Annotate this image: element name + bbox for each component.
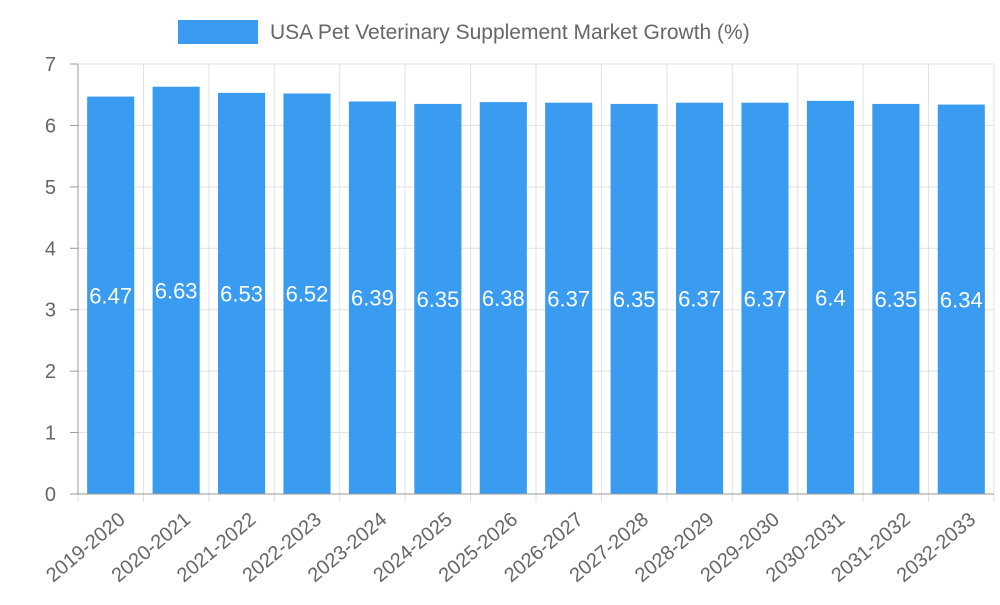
bar[interactable] <box>152 86 200 494</box>
bar[interactable] <box>348 101 396 494</box>
bar[interactable] <box>610 103 658 494</box>
bar[interactable] <box>937 104 985 495</box>
bar[interactable] <box>545 102 593 494</box>
bar-value-label: 6.39 <box>351 286 394 311</box>
bar-value-label: 6.63 <box>155 278 198 303</box>
bar-value-label: 6.34 <box>940 287 983 312</box>
legend-swatch[interactable] <box>178 20 258 44</box>
bar[interactable] <box>479 102 527 494</box>
y-tick-label: 0 <box>45 484 56 506</box>
bar-value-label: 6.35 <box>416 287 459 312</box>
bar[interactable] <box>87 96 135 495</box>
bar-value-label: 6.37 <box>678 286 721 311</box>
y-tick-label: 7 <box>45 54 56 76</box>
y-tick-label: 2 <box>45 361 56 383</box>
bar-value-label: 6.37 <box>744 286 787 311</box>
bar-value-label: 6.52 <box>286 282 329 307</box>
legend-label[interactable]: USA Pet Veterinary Supplement Market Gro… <box>270 21 750 44</box>
bar-value-label: 6.37 <box>547 286 590 311</box>
bar[interactable] <box>414 103 462 494</box>
bar-value-label: 6.4 <box>815 285 846 310</box>
bar-value-label: 6.35 <box>613 287 656 312</box>
bar[interactable] <box>283 93 331 494</box>
bar-value-label: 6.35 <box>874 287 917 312</box>
bar-value-label: 6.38 <box>482 286 525 311</box>
bars <box>87 86 985 495</box>
bar[interactable] <box>218 92 266 494</box>
data-labels: 6.47 6.63 6.53 6.52 6.39 6.35 6.38 6.37 6.35 6.37… <box>89 278 982 312</box>
gridlines <box>77 63 995 502</box>
y-tick-label: 1 <box>45 423 56 445</box>
legend[interactable]: USA Pet Veterinary Supplement Market Gro… <box>178 20 750 44</box>
bar-value-label: 6.47 <box>89 283 132 308</box>
bar[interactable] <box>741 102 789 494</box>
bar[interactable] <box>676 102 724 494</box>
y-tick-label: 5 <box>45 177 56 199</box>
bar-value-label: 6.53 <box>220 281 263 306</box>
bar[interactable] <box>872 103 920 494</box>
y-tick-label: 4 <box>45 238 56 260</box>
y-tick-label: 3 <box>45 300 56 322</box>
bar[interactable] <box>806 100 854 494</box>
y-tick-label: 6 <box>45 115 56 137</box>
